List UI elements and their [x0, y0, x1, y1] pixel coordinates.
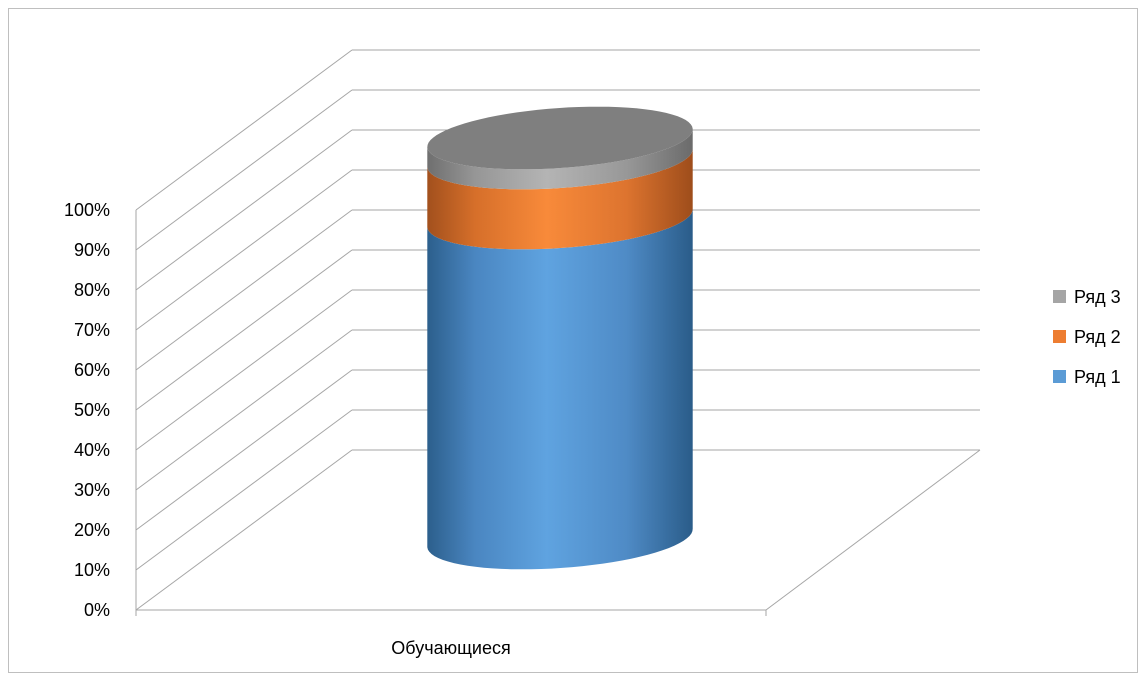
- cylinder-top-cap: [427, 106, 693, 170]
- y-tick-label: 60%: [74, 360, 110, 380]
- cylinder-bar: [427, 106, 693, 570]
- legend-label: Ряд 2: [1074, 327, 1121, 347]
- side-wall-gridline: [135, 249, 353, 411]
- cylinder-segment-3: [427, 128, 693, 190]
- cylinder-segment-1: [427, 208, 693, 570]
- y-tick-label: 40%: [74, 440, 110, 460]
- side-wall-gridline: [135, 169, 353, 331]
- y-tick-label: 50%: [74, 400, 110, 420]
- y-tick-label: 90%: [74, 240, 110, 260]
- side-wall-gridline: [135, 129, 353, 291]
- y-tick-label: 30%: [74, 480, 110, 500]
- y-tick-label: 20%: [74, 520, 110, 540]
- side-wall-gridline: [135, 89, 353, 251]
- legend-label: Ряд 3: [1074, 287, 1121, 307]
- side-wall-gridline: [135, 49, 353, 211]
- side-wall-gridline: [135, 449, 353, 611]
- legend-swatch: [1053, 290, 1066, 303]
- y-axis: 0% 10% 20% 30% 40% 50% 60% 70% 80% 90% 100%: [64, 200, 110, 620]
- y-tick-label: 100%: [64, 200, 110, 220]
- x-axis: Обучающиеся: [391, 638, 510, 658]
- side-wall-gridline: [135, 369, 353, 531]
- y-tick-label: 0%: [84, 600, 110, 620]
- side-wall-gridline: [135, 209, 353, 371]
- cylinder-segment-2: [427, 148, 693, 250]
- legend: Ряд 3 Ряд 2 Ряд 1: [1053, 287, 1121, 387]
- side-wall-gridline: [135, 409, 353, 571]
- y-tick-label: 10%: [74, 560, 110, 580]
- x-tick-label: Обучающиеся: [391, 638, 510, 658]
- side-wall-gridline: [135, 329, 353, 491]
- floor-right-edge: [765, 449, 981, 611]
- y-tick-label: 70%: [74, 320, 110, 340]
- side-wall-gridline: [135, 289, 353, 451]
- legend-label: Ряд 1: [1074, 367, 1121, 387]
- legend-swatch: [1053, 330, 1066, 343]
- y-tick-label: 80%: [74, 280, 110, 300]
- legend-swatch: [1053, 370, 1066, 383]
